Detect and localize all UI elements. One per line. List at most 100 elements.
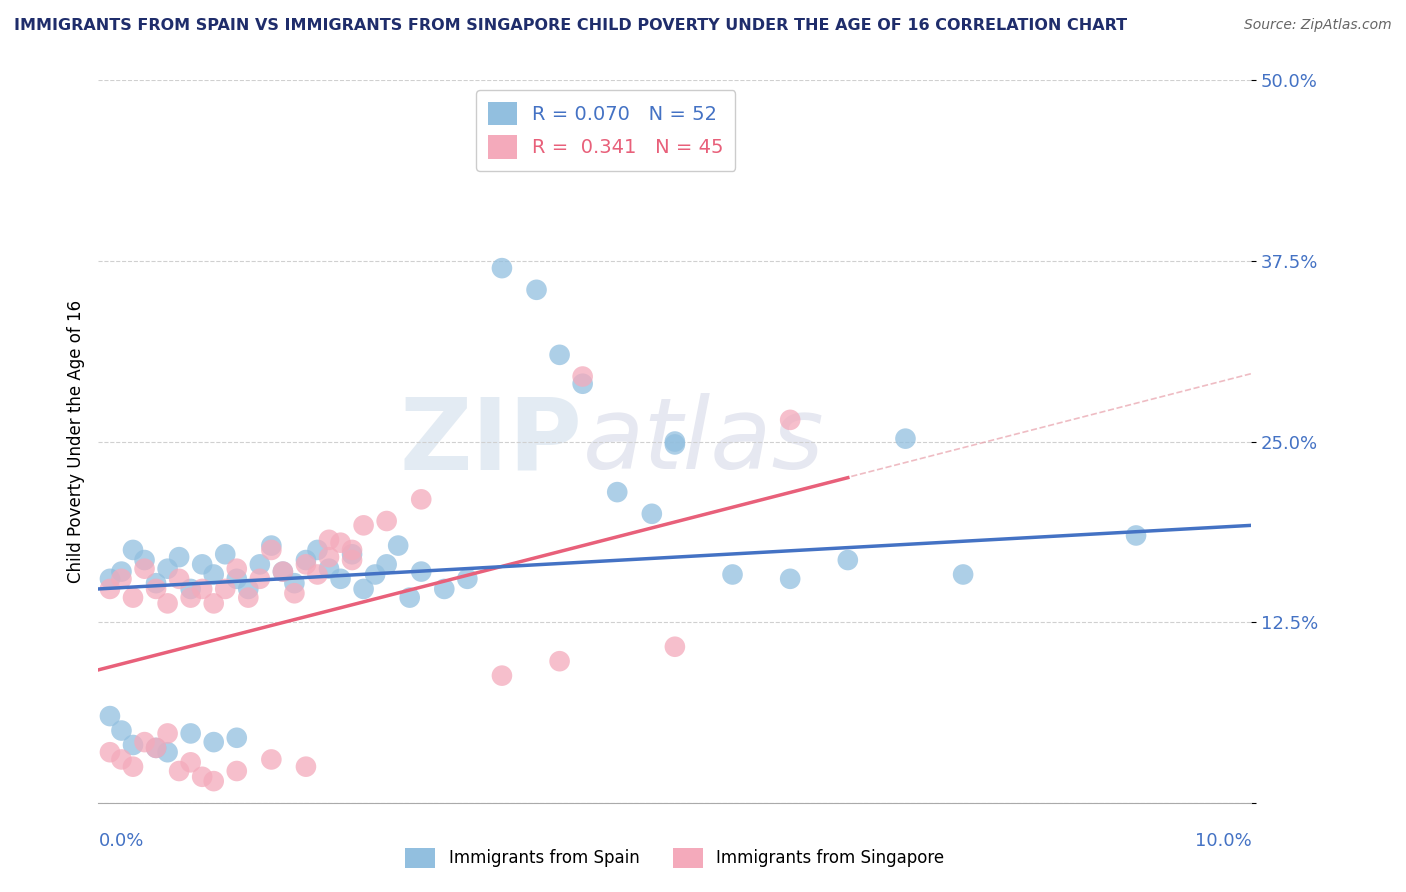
Point: [664, 640, 686, 654]
Point: [571, 369, 593, 384]
Point: [340, 547, 363, 561]
Point: [548, 348, 571, 362]
Point: [606, 485, 628, 500]
Point: [364, 567, 387, 582]
Point: [110, 565, 132, 579]
Point: [167, 572, 190, 586]
Text: ZIP: ZIP: [399, 393, 582, 490]
Point: [202, 596, 225, 610]
Point: [145, 576, 167, 591]
Point: [110, 572, 132, 586]
Point: [433, 582, 456, 596]
Point: [110, 723, 132, 738]
Point: [411, 492, 433, 507]
Point: [375, 514, 398, 528]
Point: [214, 547, 236, 561]
Point: [98, 582, 121, 596]
Point: [779, 413, 801, 427]
Point: [122, 760, 145, 774]
Point: [318, 550, 340, 565]
Point: [664, 437, 686, 451]
Point: [167, 550, 190, 565]
Point: [318, 562, 340, 576]
Legend: R = 0.070   N = 52, R =  0.341   N = 45: R = 0.070 N = 52, R = 0.341 N = 45: [475, 90, 735, 170]
Point: [134, 562, 156, 576]
Point: [664, 434, 686, 449]
Point: [156, 562, 179, 576]
Point: [340, 542, 363, 557]
Point: [387, 539, 409, 553]
Point: [180, 756, 202, 770]
Point: [191, 770, 214, 784]
Point: [641, 507, 664, 521]
Point: [456, 572, 478, 586]
Point: [202, 735, 225, 749]
Point: [721, 567, 744, 582]
Point: [180, 726, 202, 740]
Point: [191, 558, 214, 572]
Point: [156, 596, 179, 610]
Point: [202, 774, 225, 789]
Text: atlas: atlas: [582, 393, 824, 490]
Legend: Immigrants from Spain, Immigrants from Singapore: Immigrants from Spain, Immigrants from S…: [399, 841, 950, 875]
Point: [491, 668, 513, 682]
Text: Source: ZipAtlas.com: Source: ZipAtlas.com: [1244, 18, 1392, 32]
Point: [98, 745, 121, 759]
Point: [202, 567, 225, 582]
Point: [260, 542, 283, 557]
Point: [98, 709, 121, 723]
Point: [375, 558, 398, 572]
Point: [134, 735, 156, 749]
Point: [894, 432, 917, 446]
Point: [329, 535, 352, 549]
Point: [225, 562, 247, 576]
Point: [238, 582, 260, 596]
Point: [318, 533, 340, 547]
Point: [180, 582, 202, 596]
Point: [191, 582, 214, 596]
Point: [307, 542, 329, 557]
Point: [295, 553, 318, 567]
Point: [145, 582, 167, 596]
Point: [283, 586, 305, 600]
Text: 10.0%: 10.0%: [1195, 832, 1251, 850]
Point: [952, 567, 974, 582]
Text: 0.0%: 0.0%: [98, 832, 143, 850]
Point: [307, 567, 329, 582]
Point: [156, 745, 179, 759]
Point: [837, 553, 859, 567]
Point: [260, 539, 283, 553]
Point: [122, 591, 145, 605]
Point: [260, 752, 283, 766]
Y-axis label: Child Poverty Under the Age of 16: Child Poverty Under the Age of 16: [66, 300, 84, 583]
Point: [249, 572, 271, 586]
Point: [156, 726, 179, 740]
Point: [548, 654, 571, 668]
Point: [411, 565, 433, 579]
Point: [167, 764, 190, 778]
Point: [98, 572, 121, 586]
Point: [110, 752, 132, 766]
Point: [283, 576, 305, 591]
Point: [122, 738, 145, 752]
Point: [1125, 528, 1147, 542]
Point: [225, 572, 247, 586]
Point: [145, 740, 167, 755]
Point: [225, 731, 247, 745]
Point: [214, 582, 236, 596]
Point: [271, 565, 294, 579]
Point: [180, 591, 202, 605]
Point: [238, 591, 260, 605]
Point: [398, 591, 420, 605]
Point: [271, 565, 294, 579]
Point: [353, 518, 375, 533]
Point: [295, 760, 318, 774]
Point: [145, 740, 167, 755]
Point: [122, 542, 145, 557]
Point: [329, 572, 352, 586]
Point: [225, 764, 247, 778]
Point: [340, 553, 363, 567]
Point: [249, 558, 271, 572]
Point: [571, 376, 593, 391]
Text: IMMIGRANTS FROM SPAIN VS IMMIGRANTS FROM SINGAPORE CHILD POVERTY UNDER THE AGE O: IMMIGRANTS FROM SPAIN VS IMMIGRANTS FROM…: [14, 18, 1128, 33]
